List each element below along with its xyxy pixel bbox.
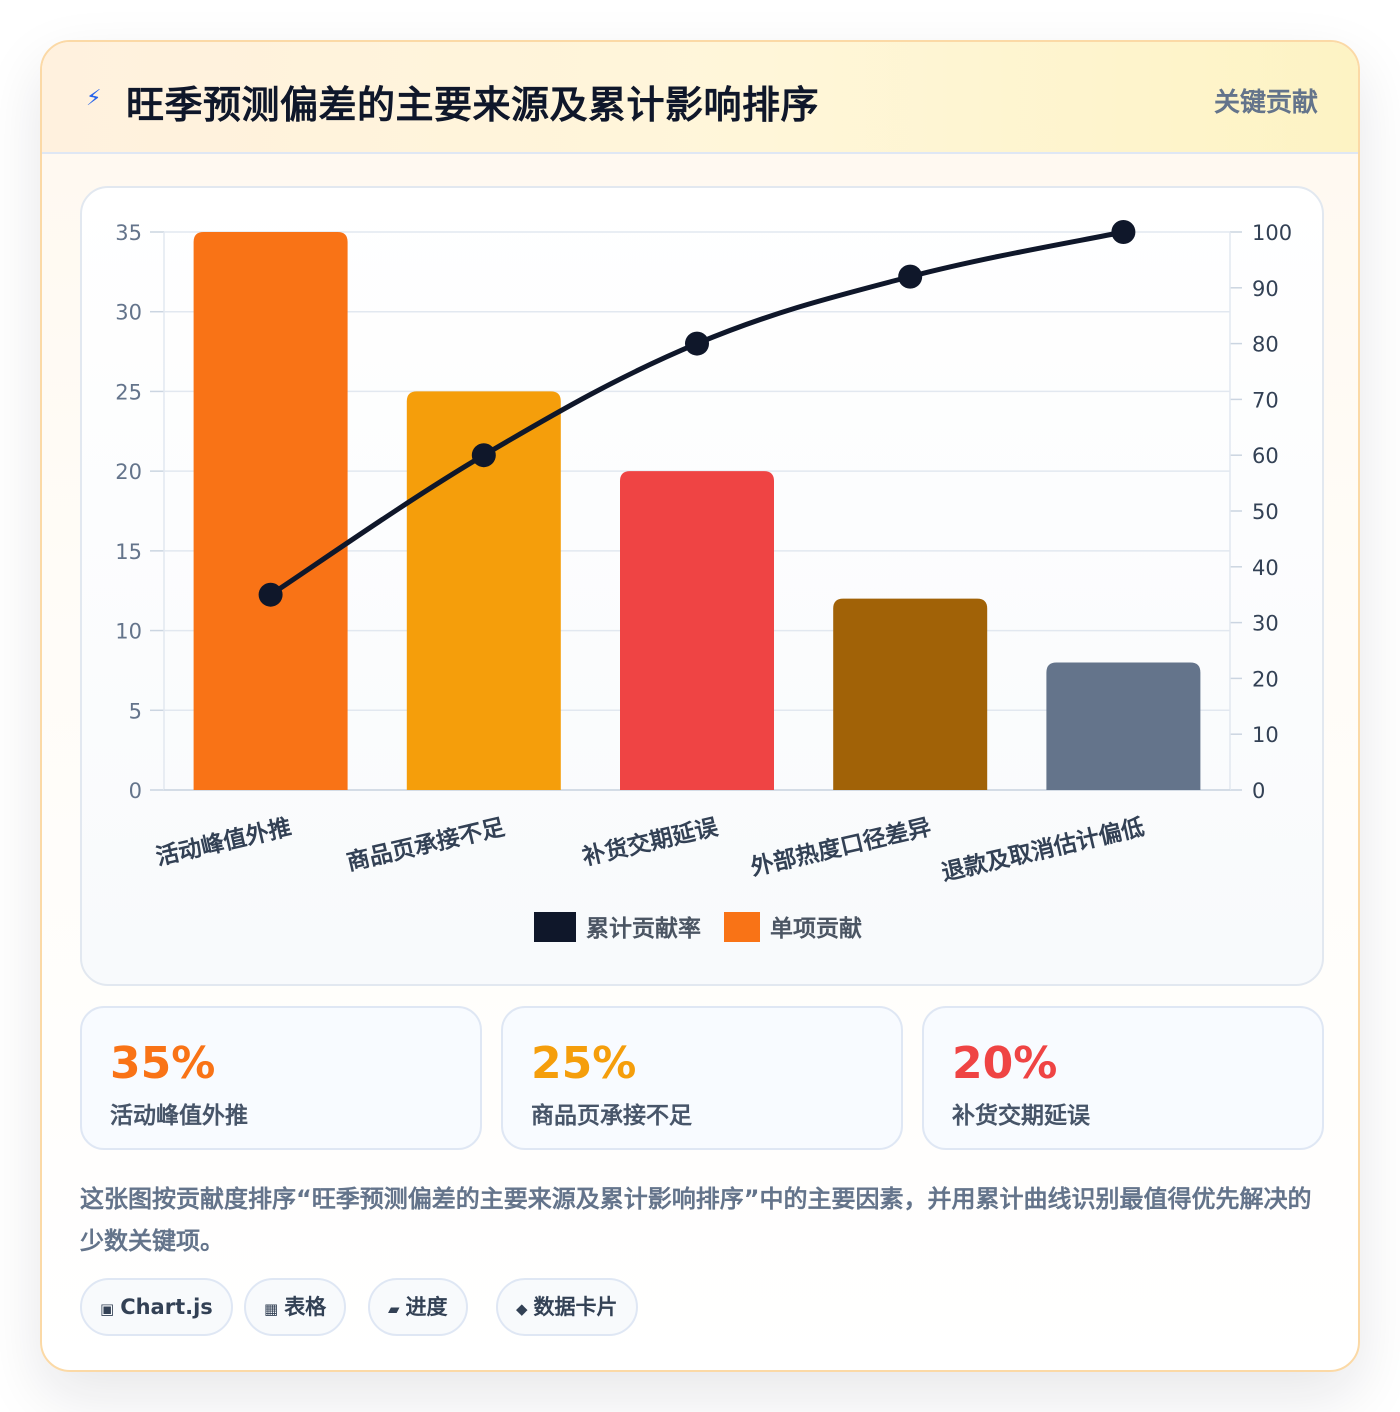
bar bbox=[406, 391, 561, 790]
y-right-tick-label: 100 bbox=[1252, 221, 1292, 245]
cumulative-point bbox=[685, 331, 709, 356]
bar bbox=[833, 598, 988, 790]
card-header: ⚡ 旺季预测偏差的主要来源及累计影响排序 关键贡献 bbox=[42, 42, 1358, 154]
y-right-tick-label: 30 bbox=[1252, 612, 1279, 636]
y-right-tick-label: 40 bbox=[1252, 556, 1279, 580]
kpi-value: 35% bbox=[110, 1038, 216, 1089]
x-tick-label: 退款及取消估计偏低 bbox=[939, 814, 1147, 887]
pareto-chart: 0 5 10 15 20 25 30 35 0 10 20 30 40 50 60 70 80 90 100 活动峰值… bbox=[115, 220, 1292, 942]
tag-label: 进度 bbox=[405, 1295, 448, 1319]
kpi-label: 商品页承接不足 bbox=[531, 1103, 692, 1129]
bar bbox=[193, 232, 348, 790]
y-right-tick-label: 20 bbox=[1252, 667, 1279, 691]
kpi-label: 活动峰值外推 bbox=[110, 1103, 248, 1129]
y-left-tick-label: 20 bbox=[115, 460, 142, 484]
x-tick-label: 商品页承接不足 bbox=[344, 814, 507, 877]
kpi-card-2: 25% 商品页承接不足 bbox=[501, 1006, 903, 1150]
diamond-icon: ◆ bbox=[516, 1300, 528, 1318]
x-tick-label: 活动峰值外推 bbox=[153, 814, 294, 871]
y-right-tick-label: 0 bbox=[1252, 779, 1265, 803]
x-tick-label: 外部热度口径差异 bbox=[748, 814, 933, 882]
y-left-tick-label: 35 bbox=[115, 221, 142, 245]
chart-card: ⚡ 旺季预测偏差的主要来源及累计影响排序 关键贡献 0 5 10 15 20 25 30 35… bbox=[40, 40, 1360, 1372]
y-right-tick-label: 70 bbox=[1252, 388, 1279, 412]
kpi-label: 补货交期延误 bbox=[952, 1103, 1090, 1129]
bar bbox=[1046, 662, 1201, 790]
tag-data-card[interactable]: ◆ 数据卡片 bbox=[496, 1278, 638, 1336]
tag-label: 表格 bbox=[284, 1295, 327, 1319]
tag-label: 数据卡片 bbox=[533, 1295, 618, 1319]
tag-chartjs[interactable]: ▣ Chart.js bbox=[80, 1278, 233, 1336]
square-icon: ▣ bbox=[100, 1300, 115, 1318]
progress-icon: ▰ bbox=[388, 1300, 400, 1318]
kpi-value: 25% bbox=[531, 1038, 637, 1089]
y-right-tick-label: 10 bbox=[1252, 723, 1279, 747]
kpi-value: 20% bbox=[952, 1038, 1058, 1089]
y-left-tick-label: 25 bbox=[115, 380, 142, 404]
lightning-icon: ⚡ bbox=[86, 86, 102, 111]
bar bbox=[620, 471, 774, 790]
cumulative-point bbox=[258, 582, 283, 607]
y-right-tick-label: 90 bbox=[1252, 277, 1279, 301]
chart-description: 这张图按贡献度排序“旺季预测偏差的主要来源及累计影响排序”中的主要因素，并用累计… bbox=[80, 1185, 1312, 1255]
y-right-tick-label: 60 bbox=[1252, 444, 1279, 468]
cumulative-point bbox=[1111, 220, 1136, 244]
y-right-tick-label: 80 bbox=[1252, 333, 1279, 357]
legend-swatch bbox=[724, 912, 760, 942]
legend-label: 累计贡献率 bbox=[586, 915, 701, 942]
chart-panel: 0 5 10 15 20 25 30 35 0 10 20 30 40 50 60 70 80 90 100 活动峰值… bbox=[80, 186, 1324, 986]
chart-title: 旺季预测偏差的主要来源及累计影响排序 bbox=[126, 83, 820, 127]
legend-swatch bbox=[534, 912, 576, 942]
y-left-tick-label: 15 bbox=[115, 540, 142, 564]
y-left-tick-label: 5 bbox=[129, 699, 142, 723]
tag-progress[interactable]: ▰ 进度 bbox=[368, 1278, 468, 1336]
y-left-tick-label: 30 bbox=[115, 301, 142, 325]
header-badge: 关键贡献 bbox=[1213, 88, 1318, 118]
table-icon: ▦ bbox=[264, 1300, 279, 1318]
kpi-card-3: 20% 补货交期延误 bbox=[922, 1006, 1324, 1150]
x-tick-label: 补货交期延误 bbox=[580, 813, 722, 871]
legend-label: 单项贡献 bbox=[770, 916, 862, 942]
y-right-tick-label: 50 bbox=[1252, 500, 1279, 524]
tag-label: Chart.js bbox=[120, 1295, 213, 1319]
y-left-tick-label: 0 bbox=[129, 779, 142, 803]
cumulative-point bbox=[898, 264, 923, 289]
y-left-tick-label: 10 bbox=[115, 620, 142, 644]
kpi-card-1: 35% 活动峰值外推 bbox=[80, 1006, 482, 1150]
tag-table[interactable]: ▦ 表格 bbox=[244, 1278, 347, 1336]
cumulative-point bbox=[471, 443, 496, 468]
